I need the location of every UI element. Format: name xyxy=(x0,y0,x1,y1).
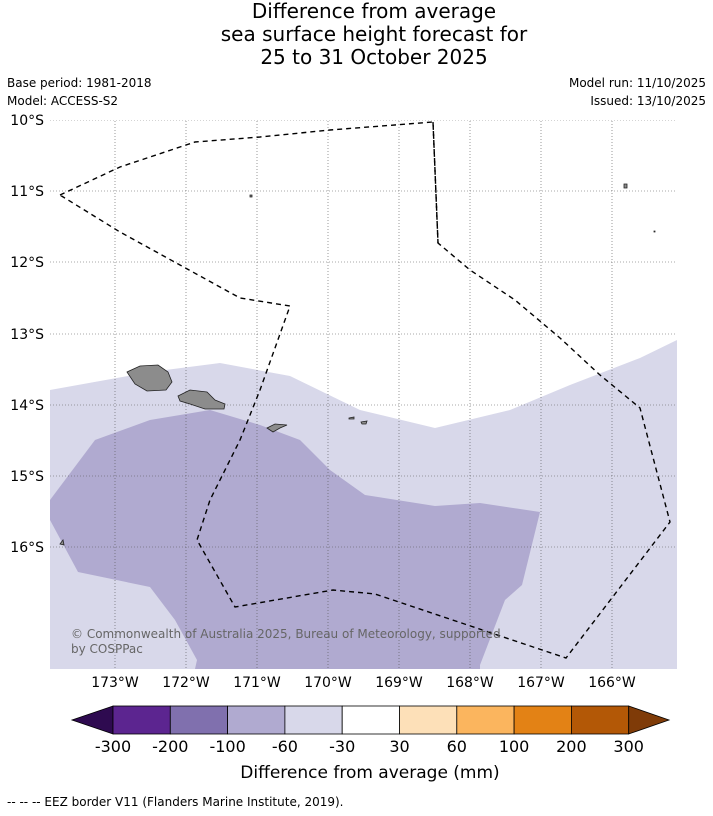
colorbar-tick: -100 xyxy=(209,737,245,756)
colorbar-tick: -60 xyxy=(272,737,298,756)
copyright-text: © Commonwealth of Australia 2025, Bureau… xyxy=(71,627,501,656)
map-area: © Commonwealth of Australia 2025, Bureau… xyxy=(50,120,677,669)
latitude-gridlines xyxy=(50,120,677,548)
colorbar-segment xyxy=(227,705,286,735)
colorbar-segment xyxy=(341,705,400,735)
lat-label: 11°S xyxy=(10,184,44,200)
colorbar-tick: 30 xyxy=(389,737,409,756)
colorbar-extend-left xyxy=(70,705,114,735)
colorbar-extend-right xyxy=(628,705,671,735)
lon-label: 172°W xyxy=(162,675,210,691)
colorbar-tick: 100 xyxy=(499,737,530,756)
islet-southwest xyxy=(59,539,65,546)
lat-label: 16°S xyxy=(10,540,44,556)
colorbar-tick: -300 xyxy=(95,737,131,756)
eez-border-divider xyxy=(432,121,439,244)
meta-right: Model run: 11/10/2025 Issued: 13/10/2025 xyxy=(569,74,706,110)
lon-label: 168°W xyxy=(446,675,494,691)
eez-legend: -- -- -- EEZ border V11 (Flanders Marine… xyxy=(7,795,344,809)
model-run: Model run: 11/10/2025 xyxy=(568,76,706,90)
colorbar xyxy=(70,705,671,735)
issued-date: Issued: 13/10/2025 xyxy=(590,94,706,108)
colorbar-segment xyxy=(169,705,229,735)
colorbar-tick: 200 xyxy=(556,737,587,756)
lon-label: 169°W xyxy=(375,675,423,691)
tutuila-island xyxy=(266,423,288,433)
title-line-1: Difference from average xyxy=(251,0,497,23)
model-name: Model: ACCESS-S2 xyxy=(7,94,119,108)
manua-islet-1 xyxy=(348,416,355,420)
islet-east-1 xyxy=(623,183,628,189)
savaii-island xyxy=(126,364,173,392)
lon-label: 166°W xyxy=(588,675,636,691)
colorbar-tick: -30 xyxy=(329,737,355,756)
colorbar-tick: -200 xyxy=(152,737,188,756)
lat-label: 14°S xyxy=(10,398,44,414)
colorbar-segment xyxy=(571,705,630,735)
lat-label: 10°S xyxy=(10,113,44,129)
lon-label: 170°W xyxy=(304,675,352,691)
lon-label: 173°W xyxy=(91,675,139,691)
lat-label: 15°S xyxy=(10,469,44,485)
latitude-labels: 10°S 11°S 12°S 13°S 14°S 15°S 16°S xyxy=(10,113,44,556)
eez-borders xyxy=(58,121,671,659)
colorbar-tick: 60 xyxy=(447,737,467,756)
colorbar-tick: 300 xyxy=(613,737,644,756)
islet-east-2 xyxy=(653,230,656,233)
copyright-line-1: © Commonwealth of Australia 2025, Bureau… xyxy=(71,627,501,641)
lon-label: 171°W xyxy=(233,675,281,691)
manua-islet-2 xyxy=(360,420,368,425)
upolu-island xyxy=(177,389,226,410)
colorbar-label: Difference from average (mm) xyxy=(240,763,499,783)
colorbar-tick-labels: -300 -200 -100 -60 -30 30 60 100 200 300 xyxy=(95,737,644,756)
colorbar-segment xyxy=(456,705,515,735)
land-masses xyxy=(59,183,656,546)
anomaly-band-minus100-to-minus60 xyxy=(50,410,540,669)
colorbar-segment xyxy=(112,705,171,735)
colorbar-segment xyxy=(399,705,458,735)
lon-label: 167°W xyxy=(517,675,565,691)
copyright-line-2: by COSPPac xyxy=(71,642,143,656)
map-title: Difference from average sea surface heig… xyxy=(0,0,713,69)
lat-label: 12°S xyxy=(10,255,44,271)
base-period: Base period: 1981-2018 xyxy=(7,76,152,90)
longitude-labels: 173°W 172°W 171°W 170°W 169°W 168°W 167°… xyxy=(91,675,636,691)
lat-label: 13°S xyxy=(10,327,44,343)
title-line-3: 25 to 31 October 2025 xyxy=(260,45,488,69)
title-line-2: sea surface height forecast for xyxy=(220,22,528,46)
colorbar-segment xyxy=(284,705,343,735)
meta-left: Base period: 1981-2018 Model: ACCESS-S2 xyxy=(7,74,152,110)
eez-border-samoa xyxy=(58,121,671,659)
colorbar-segment xyxy=(513,705,572,735)
islet-north xyxy=(249,194,253,198)
